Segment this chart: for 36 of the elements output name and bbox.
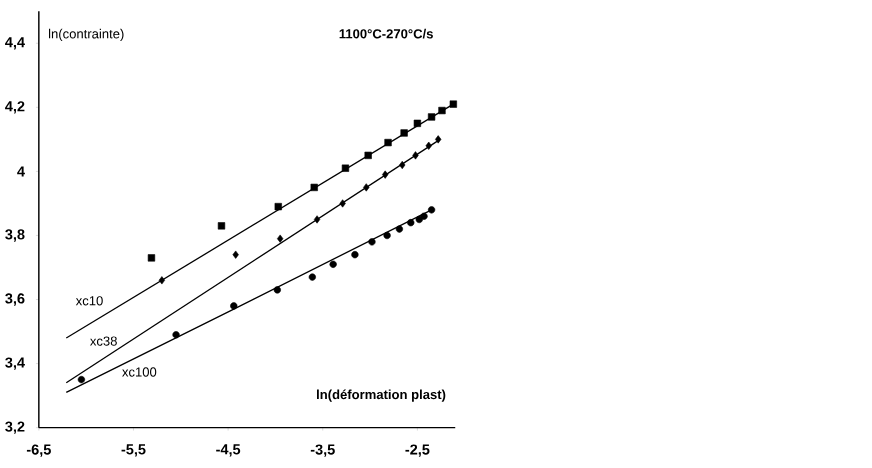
point [329,260,337,268]
point [313,215,321,224]
point [172,331,180,339]
point [420,212,428,220]
point [383,231,391,240]
point [400,129,408,137]
point [274,203,282,211]
point [435,135,442,144]
point [339,199,346,208]
point [158,276,165,285]
point [351,251,359,259]
point [277,234,284,243]
point [147,254,156,262]
point [230,302,238,310]
point [413,119,422,128]
point [77,376,86,384]
point [232,250,239,259]
point [273,286,281,294]
point [412,151,419,160]
point [368,238,376,246]
point [395,225,404,233]
point [438,106,446,115]
point [449,100,457,108]
point [407,219,415,227]
point [308,273,316,281]
point [427,206,436,214]
point [382,170,389,179]
point [425,141,432,150]
point [310,183,318,192]
point [384,138,392,147]
point [364,151,372,160]
point [363,183,370,192]
point [341,164,350,172]
point [427,113,436,121]
point [217,222,226,230]
point [399,160,406,170]
